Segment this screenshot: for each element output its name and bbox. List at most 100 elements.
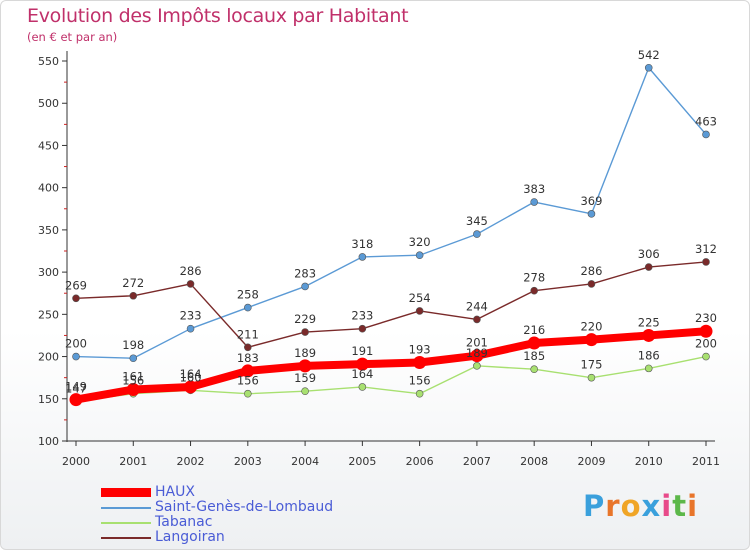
legend: HAUX Saint-Genès-de-Lombaud Tabanac Langoir… bbox=[101, 485, 421, 545]
logo-letter: x bbox=[641, 489, 662, 523]
data-point bbox=[527, 336, 541, 350]
data-point bbox=[473, 230, 481, 238]
series-line-haux bbox=[72, 327, 710, 404]
data-label: 278 bbox=[523, 271, 545, 285]
data-point bbox=[244, 389, 252, 398]
data-label: 244 bbox=[466, 299, 488, 313]
data-label: 186 bbox=[638, 348, 660, 362]
data-point bbox=[355, 357, 369, 371]
data-point bbox=[473, 362, 481, 370]
x-tick-label: 2000 bbox=[62, 455, 90, 468]
data-point bbox=[702, 352, 710, 361]
data-point bbox=[587, 373, 596, 382]
y-tick-label: 450 bbox=[38, 139, 59, 152]
data-point bbox=[301, 282, 309, 291]
data-label: 191 bbox=[351, 344, 373, 358]
data-label: 306 bbox=[638, 247, 660, 261]
data-label: 254 bbox=[409, 291, 431, 305]
data-label: 156 bbox=[409, 374, 431, 388]
data-point bbox=[241, 364, 255, 378]
y-tick-label: 200 bbox=[38, 351, 59, 364]
data-label: 320 bbox=[409, 235, 431, 249]
data-label: 161 bbox=[122, 369, 144, 383]
chart-title: Evolution des Impôts locaux par Habitant bbox=[27, 5, 409, 27]
logo-letter: i bbox=[661, 489, 673, 523]
logo-letter: r bbox=[605, 489, 621, 523]
data-point bbox=[702, 130, 710, 139]
data-label: 164 bbox=[351, 367, 373, 381]
series-line-saint-gen-s-de-lombaud bbox=[75, 67, 707, 359]
data-point bbox=[699, 324, 713, 338]
y-tick-label: 300 bbox=[38, 266, 59, 279]
data-label: 156 bbox=[122, 374, 144, 388]
data-point bbox=[415, 307, 424, 315]
legend-item: HAUX bbox=[101, 485, 421, 500]
x-tick-label: 2002 bbox=[177, 455, 205, 468]
data-point bbox=[72, 352, 80, 361]
x-tick-label: 2007 bbox=[463, 455, 491, 468]
data-label: 312 bbox=[695, 242, 717, 256]
data-point bbox=[358, 383, 367, 391]
x-tick-label: 2005 bbox=[348, 455, 376, 468]
data-label: 383 bbox=[523, 182, 545, 196]
data-point bbox=[298, 359, 312, 373]
data-label: 183 bbox=[237, 351, 259, 365]
data-point bbox=[530, 198, 538, 206]
data-label: 345 bbox=[466, 214, 488, 228]
legend-label: Saint-Genès-de-Lombaud bbox=[155, 499, 334, 515]
legend-swatch bbox=[101, 488, 151, 497]
data-label: 229 bbox=[294, 312, 316, 326]
data-label: 542 bbox=[638, 48, 660, 62]
legend-label: Langoiran bbox=[155, 529, 225, 545]
proxiti-logo: Proxiti bbox=[583, 489, 698, 523]
data-point bbox=[587, 280, 596, 288]
y-tick-label: 250 bbox=[38, 308, 59, 321]
logo-letter: t bbox=[672, 489, 688, 523]
data-point bbox=[358, 253, 367, 261]
data-label: 159 bbox=[294, 371, 316, 385]
chart-subtitle: (en € et par an) bbox=[27, 30, 118, 44]
data-label: 233 bbox=[180, 309, 202, 323]
data-label: 272 bbox=[122, 276, 144, 290]
data-label: 185 bbox=[523, 349, 545, 363]
data-point bbox=[244, 303, 252, 312]
data-label: 198 bbox=[122, 338, 144, 352]
legend-swatch bbox=[101, 521, 151, 524]
data-point bbox=[69, 393, 83, 407]
data-point bbox=[244, 343, 252, 352]
series-line-langoiran bbox=[75, 261, 707, 348]
logo-letter: i bbox=[687, 489, 699, 523]
x-tick-label: 2006 bbox=[406, 455, 434, 468]
data-point bbox=[470, 349, 484, 363]
data-point bbox=[184, 380, 198, 394]
legend-swatch bbox=[101, 536, 151, 539]
data-label: 156 bbox=[237, 374, 259, 388]
data-point bbox=[301, 387, 309, 395]
data-point bbox=[301, 328, 309, 336]
data-label: 201 bbox=[466, 336, 488, 350]
data-label: 463 bbox=[695, 114, 717, 128]
data-label: 318 bbox=[351, 237, 373, 251]
data-label: 147 bbox=[65, 381, 87, 395]
data-label: 164 bbox=[180, 367, 202, 381]
legend-item: Saint-Genès-de-Lombaud bbox=[101, 500, 421, 515]
data-label: 269 bbox=[65, 278, 87, 292]
data-label: 258 bbox=[237, 288, 259, 302]
x-tick-label: 2010 bbox=[635, 455, 663, 468]
data-label: 286 bbox=[180, 264, 202, 278]
data-point bbox=[644, 63, 653, 72]
data-point bbox=[186, 280, 195, 288]
data-point bbox=[473, 315, 481, 324]
x-tick-label: 2009 bbox=[577, 455, 605, 468]
data-point bbox=[702, 258, 710, 266]
x-tick-label: 2004 bbox=[291, 455, 319, 468]
legend-item: Tabanac bbox=[101, 515, 421, 530]
data-label: 193 bbox=[409, 342, 431, 356]
y-tick-label: 100 bbox=[38, 435, 59, 448]
data-label: 200 bbox=[65, 337, 87, 351]
data-point bbox=[530, 286, 538, 295]
data-point bbox=[530, 365, 538, 374]
data-label: 189 bbox=[466, 346, 488, 360]
x-tick-label: 2003 bbox=[234, 455, 262, 468]
